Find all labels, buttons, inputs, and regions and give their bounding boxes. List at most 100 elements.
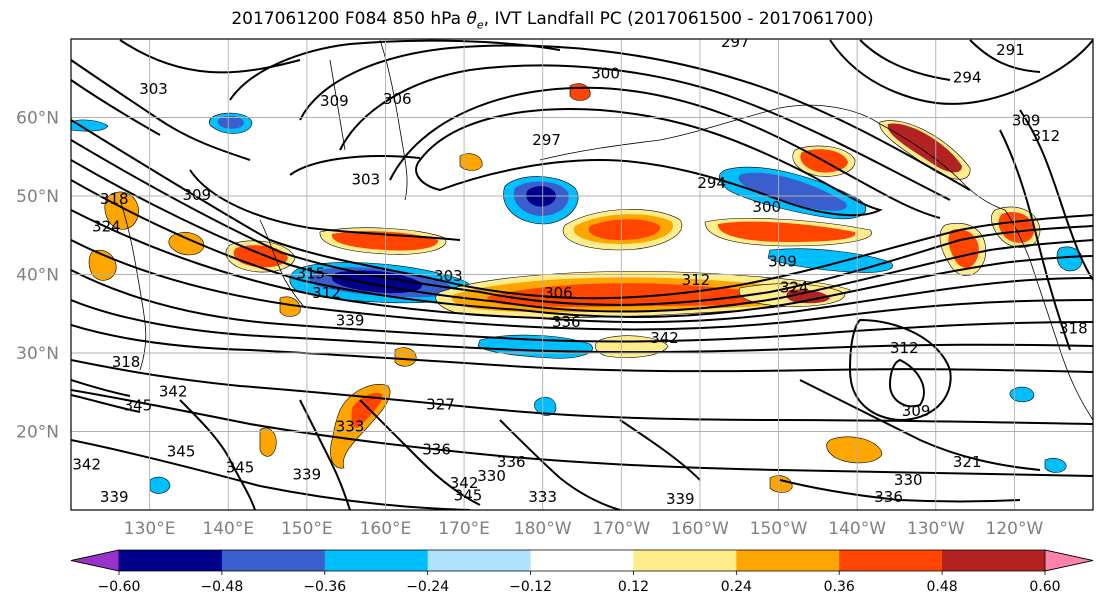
colorbar-tick-label: −0.36 [303,579,346,595]
contour-label: 339 [293,465,322,483]
contour-label: 297 [532,131,561,149]
contour-line [71,439,471,510]
colorbar-tick-label: −0.12 [509,579,552,595]
coastline-alaska [539,104,1006,211]
contour-line [799,379,1041,471]
contour-label: 309 [1012,111,1041,129]
contour-label: 306 [383,90,412,108]
contour-line [1019,109,1093,281]
colorbar-segment [427,550,532,571]
contour-label: 315 [296,265,325,283]
contour-line [71,139,1093,306]
contour-label: 300 [591,64,620,82]
colorbar-tick-label: 0.12 [618,579,649,595]
negative-anomaly-small-6 [71,119,109,132]
longitude-label: 160°W [671,519,729,539]
contour-label: 312 [682,271,711,289]
negative-anomaly-west-far-core [217,115,244,129]
contour-label: 339 [336,312,365,330]
colorbar-segment [221,550,326,571]
colorbar-segment [633,550,737,571]
contour-label: 318 [100,190,129,208]
contour-label: 333 [336,418,365,436]
longitude-label: 180°W [514,519,572,539]
contour-line [71,389,1093,477]
contour-label: 327 [426,396,455,414]
colorbar-tick-label: 0.48 [927,579,958,595]
colorbar-tick-label: −0.48 [200,579,243,595]
contour-label: 318 [1059,319,1088,337]
contour-label: 336 [552,313,581,331]
positive-anomaly-asia-3 [104,191,139,230]
contour-line [389,86,941,219]
negative-anomaly-small-4 [149,476,171,494]
contour-label: 303 [351,170,380,188]
positive-anomaly-asia-5 [279,296,301,317]
contour-line [779,479,1021,503]
contour-label: 294 [697,174,726,192]
contour-label: 342 [159,382,188,400]
contour-label: 330 [894,471,923,489]
contour-label: 345 [167,443,196,461]
longitude-label: 130°W [907,519,965,539]
contour-label: 312 [312,284,341,302]
contour-line [859,39,951,81]
longitude-label: 150°W [750,519,808,539]
contour-line [71,79,161,136]
contour-line [71,299,1093,354]
contour-line [499,419,621,510]
positive-anomaly-east-small [769,475,793,493]
colorbar-segment [119,550,223,571]
colorbar-tick-label: 0.36 [824,579,855,595]
contour-label: 345 [124,396,153,414]
coastline-north-america [1004,209,1093,421]
contour-line [829,39,1093,105]
colorbar-tick-label: 0.60 [1029,579,1060,595]
latitude-label: 40°N [16,266,59,286]
contour-line [848,318,952,422]
positive-anomaly-alaska-core [887,123,962,173]
coastline-japan [259,219,306,309]
colorbar-tick-label: −0.60 [98,579,141,595]
contour-line [299,399,351,510]
contour-label: 318 [112,353,141,371]
contour-line [619,419,701,481]
contour-label: 321 [953,453,982,471]
contour-label: 324 [780,279,809,297]
contour-line [229,39,561,101]
map-area: 303 309 306 300 297 291 294 297 303 294 300 309 324 3… [70,33,1094,511]
contour-label: 309 [768,253,797,271]
contour-label: 291 [996,41,1025,59]
colorbar-extend-low [70,549,120,572]
contour-label: 339 [666,490,695,508]
positive-anomaly-asia-2 [168,232,205,256]
contour-line [289,155,421,176]
contour-label: 342 [650,329,679,347]
positive-anomaly-east-mid-core [786,289,830,304]
colorbar-segment [736,550,840,571]
contour-line [71,379,141,413]
graticule [71,39,1093,510]
contour-label: 336 [874,488,903,506]
contour-label: 336 [497,453,526,471]
negative-anomaly-small-2 [1009,386,1035,403]
negative-anomaly-small-5 [1044,458,1067,473]
colorbar: −0.60 −0.48 −0.36 −0.24 −0.12 0.12 0.24 0.36 0.4… [70,549,1094,595]
contour-line [71,119,1093,300]
latitude-label: 50°N [16,187,59,207]
contour-label: 339 [100,488,129,506]
contour-line [71,59,251,161]
coastlines [119,39,1093,421]
negative-anomaly-northeast-core [738,172,847,211]
colorbar-segment [942,550,1046,571]
contour-label: 309 [182,186,211,204]
colorbar-tick-label: 0.24 [721,579,752,595]
contour-label: 309 [902,402,931,420]
contour-line [71,209,1093,324]
map-frame [70,38,1094,511]
contour-label: 294 [953,68,982,86]
contour-label: 297 [721,33,750,51]
contour-label: 336 [422,440,451,458]
contour-line [888,358,925,408]
colorbar-segment [324,550,429,571]
